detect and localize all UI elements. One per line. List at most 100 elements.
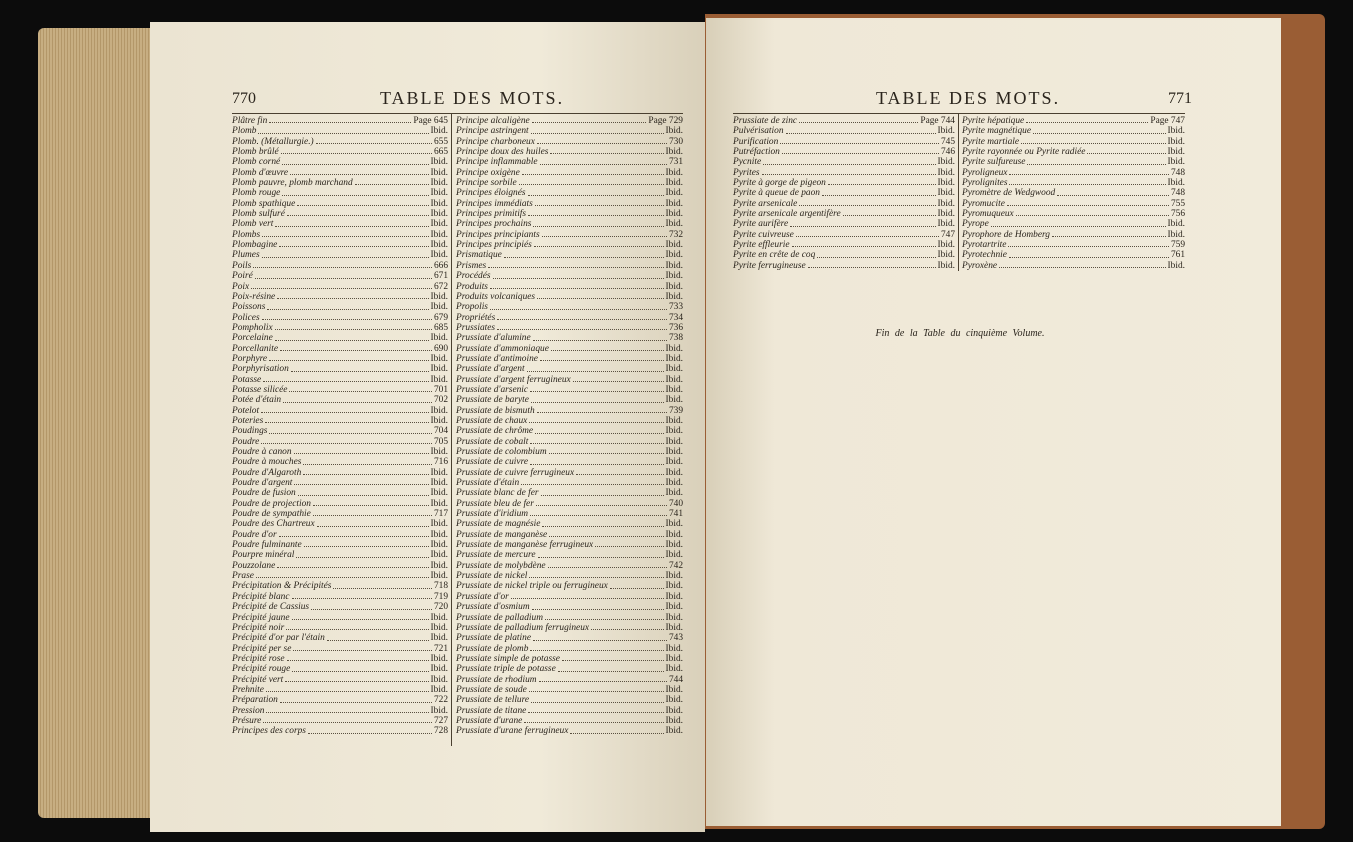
entry-page: Page 744 xyxy=(920,116,955,126)
entry-page: Ibid. xyxy=(665,622,683,633)
index-entry: Prussiate de cuivre Ibid. xyxy=(456,457,683,467)
entry-term: Pyromètre de Wedgwood xyxy=(962,188,1056,199)
entry-page: Ibid. xyxy=(1167,260,1185,271)
dot-leader xyxy=(528,209,664,217)
entry-term: Prussiate d'argent ferrugineux xyxy=(456,374,571,385)
entry-term: Prussiate de manganèse ferrugineux xyxy=(456,540,594,551)
entry-page: Ibid. xyxy=(937,167,955,178)
dot-leader xyxy=(285,675,429,682)
dot-leader xyxy=(528,706,664,713)
dot-leader xyxy=(280,147,432,155)
dot-leader xyxy=(521,478,664,486)
entry-page: Ibid. xyxy=(1167,136,1185,147)
entry-term: Plomb brûlé xyxy=(232,147,279,158)
dot-leader xyxy=(279,240,429,248)
entry-term: Précipité de Cassius xyxy=(232,602,310,613)
entry-page: Ibid. xyxy=(665,167,683,178)
entry-term: Principes primitifs xyxy=(456,209,527,220)
entry-term: Prussiate d'antimoine xyxy=(456,353,538,364)
index-entry: Potasse Ibid. xyxy=(232,375,448,385)
dot-leader xyxy=(550,147,664,155)
index-entry: Pyrite arsenicale Ibid. xyxy=(733,199,955,209)
dot-leader xyxy=(799,116,919,124)
entry-page: Ibid. xyxy=(665,353,683,364)
index-entry: Prussiate d'arsenic Ibid. xyxy=(456,385,683,395)
index-entry: Principe doux des huiles Ibid. xyxy=(456,147,683,157)
entry-page: 721 xyxy=(433,643,448,654)
index-entry: Prussiates 736 xyxy=(456,323,683,333)
entry-term: Prismatique xyxy=(456,250,502,261)
index-entry: Prussiate de chaux Ibid. xyxy=(456,416,683,426)
entry-page: Ibid. xyxy=(430,664,448,675)
entry-term: Prussiate d'or xyxy=(456,591,509,602)
index-entry: Prussiate triple de potasse Ibid. xyxy=(456,664,683,674)
entry-page: Ibid. xyxy=(665,384,683,395)
index-entry: Poix 672 xyxy=(232,282,448,292)
index-entry: Principe oxigène Ibid. xyxy=(456,168,683,178)
entry-page: 759 xyxy=(1170,240,1185,251)
index-entry: Produits volcaniques Ibid. xyxy=(456,292,683,302)
index-entry: Principe inflammable 731 xyxy=(456,157,683,167)
dot-leader xyxy=(1009,168,1169,176)
entry-term: Précipité jaune xyxy=(232,612,290,623)
dot-leader xyxy=(293,644,432,651)
index-entry: Prussiate de manganèse Ibid. xyxy=(456,530,683,540)
entry-term: Prussiate de baryte xyxy=(456,395,529,406)
dot-leader xyxy=(274,333,429,341)
index-entry: Prussiate blanc de fer Ibid. xyxy=(456,488,683,498)
index-entry: Prussiate d'urane ferrugineux Ibid. xyxy=(456,726,683,736)
left-page xyxy=(150,22,705,832)
index-entry: Prussiate de zinc Page 744 xyxy=(733,116,955,126)
page-edges xyxy=(38,28,153,818)
entry-term: Pycnite xyxy=(733,157,762,168)
dot-leader xyxy=(528,685,664,693)
dot-leader xyxy=(1006,199,1169,207)
dot-leader xyxy=(312,499,429,507)
index-column: Pyrite hépatique Page 747 Pyrite magnétiqu… xyxy=(962,116,1185,271)
dot-leader xyxy=(531,116,647,124)
dot-leader xyxy=(286,654,429,662)
entry-term: Poudre à mouches xyxy=(232,457,302,468)
entry-page: Ibid. xyxy=(665,684,683,695)
index-entry: Précipité de Cassius 720 xyxy=(232,602,448,612)
dot-leader xyxy=(549,530,664,538)
index-entry: Pyrite arsenicale argentifère Ibid. xyxy=(733,209,955,219)
dot-leader xyxy=(489,282,664,289)
entry-term: Précipité rouge xyxy=(232,664,291,675)
index-entry: Précipité d'or par l'étain Ibid. xyxy=(232,633,448,643)
index-entry: Pyromuqueux 756 xyxy=(962,209,1185,219)
entry-term: Plumes xyxy=(232,250,260,261)
dot-leader xyxy=(1052,230,1166,238)
column-rule xyxy=(451,113,452,746)
entry-page: Ibid. xyxy=(665,447,683,457)
index-entry: Précipité noir Ibid. xyxy=(232,623,448,633)
entry-page: 701 xyxy=(433,384,448,395)
index-entry: Procédés Ibid. xyxy=(456,271,683,281)
entry-term: Putréfaction xyxy=(733,147,780,158)
index-entry: Pyrite ferrugineuse Ibid. xyxy=(733,261,955,271)
dot-leader xyxy=(542,519,664,527)
entry-page: Ibid. xyxy=(665,415,683,426)
index-entry: Pyrite cuivreuse 747 xyxy=(733,230,955,240)
entry-page: Ibid. xyxy=(665,291,683,302)
index-entry: Pyrite sulfureuse Ibid. xyxy=(962,157,1185,167)
dot-leader xyxy=(544,613,664,620)
dot-leader xyxy=(297,488,429,496)
dot-leader xyxy=(286,209,429,217)
entry-term: Pyrope xyxy=(962,219,989,230)
entry-term: Plombs xyxy=(232,229,261,240)
index-entry: Polices 679 xyxy=(232,313,448,323)
dot-leader xyxy=(316,519,429,527)
index-entry: Pyrite en crête de coq Ibid. xyxy=(733,250,955,260)
index-entry: Prussiate de bismuth 739 xyxy=(456,406,683,416)
entry-term: Plombagine xyxy=(232,240,278,251)
index-entry: Plomb sulfuré Ibid. xyxy=(232,209,448,219)
entry-term: Pyrite martiale xyxy=(962,136,1020,147)
entry-page: Ibid. xyxy=(430,488,448,499)
entry-term: Pyrite magnétique xyxy=(962,126,1031,137)
dot-leader xyxy=(533,633,667,641)
entry-term: Prussiate de magnésie xyxy=(456,519,541,530)
dot-leader xyxy=(254,271,432,279)
entry-page: Ibid. xyxy=(430,178,448,189)
dot-leader xyxy=(303,457,432,465)
